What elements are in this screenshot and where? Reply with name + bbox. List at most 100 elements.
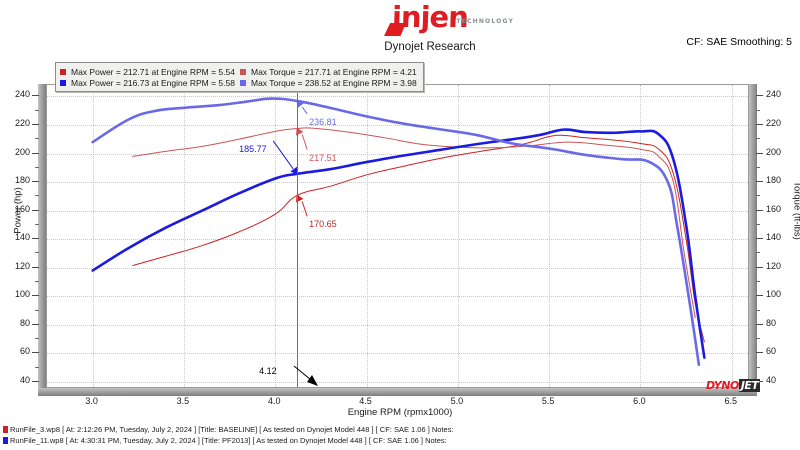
legend-row-pf2013: Max Power = 216.73 at Engine RPM = 5.58 …: [60, 77, 417, 88]
gridline-v: [275, 85, 277, 387]
axis-tick-major: [32, 123, 39, 125]
axis-tick-minor: [35, 109, 39, 111]
cursor-line[interactable]: [297, 85, 299, 387]
legend-item-max-torque-baseline: Max Torque = 217.71 at Engine RPM = 4.21: [240, 67, 417, 77]
axis-tick-major: [32, 380, 39, 382]
axis-tick-major: [32, 323, 39, 325]
y-axis-left-tick-label: 220: [14, 117, 30, 128]
axis-tick-minor: [756, 280, 760, 282]
axis-tick-major: [756, 152, 763, 154]
x-axis-bar: [38, 388, 757, 396]
y-axis-left-tick-label: 100: [14, 289, 30, 300]
axis-tick-major: [756, 181, 763, 183]
axis-tick-major: [32, 209, 39, 211]
gridline-h: [47, 353, 748, 355]
dynojet-watermark: DYNO JET: [706, 379, 761, 392]
plot-area[interactable]: 236.81 217.51 185.77 170.65: [47, 85, 748, 387]
axis-tick-minor: [756, 166, 760, 168]
y-axis-right-tick-label: 160: [766, 203, 782, 214]
legend-swatch-torque-baseline: [240, 68, 246, 75]
run-file-line[interactable]: RunFile_3.wp8 [ At: 2:12:26 PM, Tuesday,…: [0, 424, 800, 435]
x-axis-tick-label: 5.0: [450, 396, 464, 406]
y-axis-left-tick-label: 60: [19, 346, 30, 357]
gridline-h: [47, 381, 748, 383]
gridline-h: [47, 296, 748, 298]
chart-frame[interactable]: 236.81 217.51 185.77 170.65: [46, 84, 749, 388]
y-axis-right-tick-label: 120: [766, 260, 782, 271]
injen-technology-text: TECHNOLOGY: [456, 18, 514, 25]
axis-tick-major: [756, 266, 763, 268]
y-axis-right-tick-label: 60: [766, 346, 777, 357]
axis-tick-minor: [35, 166, 39, 168]
cursor-rpm-value: 4.12: [259, 366, 277, 376]
axis-tick-major: [32, 266, 39, 268]
gridline-h: [47, 153, 748, 155]
gridline-h: [47, 124, 748, 126]
axis-tick-minor: [35, 280, 39, 282]
legend-text-max-power-pf2013: Max Power = 216.73 at Engine RPM = 5.58: [71, 77, 235, 88]
y-axis-right-tick-label: 200: [766, 146, 782, 157]
gridline-v: [731, 85, 733, 387]
injen-logo: injen TECHNOLOGY: [340, 0, 520, 36]
axis-tick-minor: [756, 138, 760, 140]
injen-swoosh-icon: [384, 23, 406, 36]
legend-text-max-torque-pf2013: Max Torque = 238.52 at Engine RPM = 3.98: [251, 77, 417, 88]
y-axis-left-tick-label: 140: [14, 232, 30, 243]
gridline-h: [47, 96, 748, 98]
axis-tick-major: [32, 181, 39, 183]
gridline-v: [457, 85, 459, 387]
y-axis-left-tick-label: 240: [14, 89, 30, 100]
y-axis-left-title: Power (hp): [12, 187, 24, 234]
gridline-v: [183, 85, 185, 387]
gridline-h: [47, 239, 748, 241]
y-axis-left-tick-label: 180: [14, 175, 30, 186]
axis-tick-minor: [35, 138, 39, 140]
axis-tick-minor: [756, 195, 760, 197]
curve-torque-baseline-runfile-3: [132, 127, 696, 319]
x-axis-tick-label: 3.5: [176, 396, 190, 406]
gridline-h: [47, 267, 748, 269]
y-axis-right-tick-label: 240: [766, 89, 782, 100]
axis-tick-major: [32, 95, 39, 97]
axis-tick-minor: [756, 309, 760, 311]
y-axis-left-tick-label: 160: [14, 203, 30, 214]
curve-torque-pf2013-runfile-11: [91, 97, 701, 367]
axis-tick-major: [756, 209, 763, 211]
legend-text-max-torque-baseline: Max Torque = 217.71 at Engine RPM = 4.21: [251, 66, 417, 77]
dynojet-watermark-dyno: DYNO: [706, 379, 739, 392]
axis-tick-minor: [35, 252, 39, 254]
gridline-h: [47, 210, 748, 212]
gridline-v: [366, 85, 368, 387]
x-axis-tick-label: 3.0: [85, 396, 98, 406]
chart-legend: Max Power = 212.71 at Engine RPM = 5.54 …: [55, 62, 424, 92]
legend-item-max-power-pf2013: Max Power = 216.73 at Engine RPM = 5.58: [60, 78, 240, 88]
dyno-curves: [91, 97, 706, 367]
header: injen TECHNOLOGY Dynojet Research CF: SA…: [0, 0, 800, 58]
y-axis-left-tick-label: 200: [14, 146, 30, 157]
axis-tick-minor: [756, 252, 760, 254]
cf-smoothing-label: CF: SAE Smoothing: 5: [686, 36, 792, 48]
axis-tick-major: [32, 352, 39, 354]
axis-tick-major: [756, 123, 763, 125]
gridline-v: [549, 85, 551, 387]
x-axis-tick-label: 4.0: [267, 396, 281, 406]
legend-swatch-power-baseline: [60, 68, 66, 75]
run-file-text: RunFile_11.wp8 [ At: 4:30:31 PM, Tuesday…: [10, 436, 447, 445]
y-axis-left-tick-label: 80: [19, 317, 30, 328]
y-axis-right-tick-label: 140: [766, 232, 782, 243]
legend-swatch-power-pf2013: [60, 79, 66, 86]
legend-item-max-torque-pf2013: Max Torque = 238.52 at Engine RPM = 3.98: [240, 78, 417, 88]
gridline-v: [640, 85, 642, 387]
run-files-footer: RunFile_3.wp8 [ At: 2:12:26 PM, Tuesday,…: [0, 424, 800, 446]
y-axis-right-tick-label: 180: [766, 175, 782, 186]
run-file-line[interactable]: RunFile_11.wp8 [ At: 4:30:31 PM, Tuesday…: [0, 435, 800, 446]
cursor-arrow-icon: [293, 365, 318, 386]
axis-tick-minor: [35, 223, 39, 225]
dynojet-watermark-jet: JET: [738, 379, 761, 392]
run-color-flag-icon: [3, 437, 8, 444]
axis-tick-minor: [756, 223, 760, 225]
page-subtitle: Dynojet Research: [384, 41, 476, 53]
axis-tick-minor: [35, 309, 39, 311]
gridline-v: [92, 85, 94, 387]
legend-item-max-power-baseline: Max Power = 212.71 at Engine RPM = 5.54: [60, 67, 240, 77]
